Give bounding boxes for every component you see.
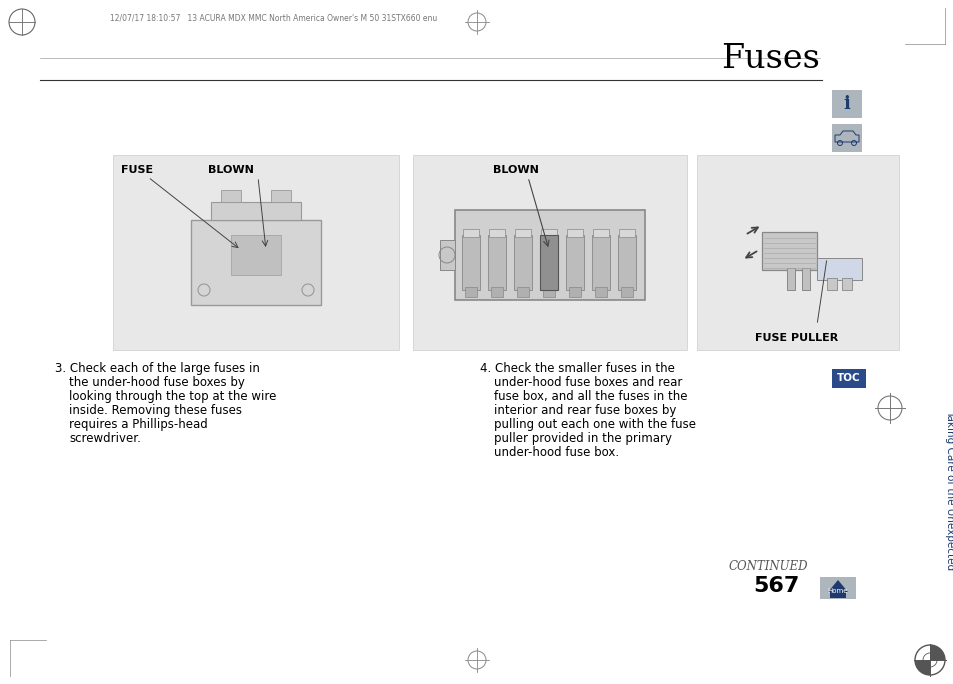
Bar — [542, 287, 555, 297]
Bar — [515, 229, 531, 237]
Bar — [595, 287, 606, 297]
Bar — [221, 190, 241, 202]
Text: FUSE PULLER: FUSE PULLER — [755, 333, 838, 343]
Bar — [539, 235, 558, 290]
Text: under-hood fuse boxes and rear: under-hood fuse boxes and rear — [494, 376, 681, 389]
Bar — [565, 235, 583, 290]
Text: screwdriver.: screwdriver. — [69, 432, 141, 445]
Bar — [568, 287, 580, 297]
Text: interior and rear fuse boxes by: interior and rear fuse boxes by — [494, 404, 676, 417]
Text: Home: Home — [827, 588, 847, 594]
Text: requires a Phillips-head: requires a Phillips-head — [69, 418, 208, 431]
Text: Fuses: Fuses — [720, 43, 820, 75]
Bar — [831, 124, 862, 152]
Bar — [820, 577, 855, 599]
Text: inside. Removing these fuses: inside. Removing these fuses — [69, 404, 242, 417]
Text: 4. Check the smaller fuses in the: 4. Check the smaller fuses in the — [479, 362, 674, 375]
Text: BLOWN: BLOWN — [208, 165, 253, 175]
Bar — [697, 155, 898, 350]
Bar — [514, 235, 532, 290]
Bar — [464, 287, 476, 297]
Bar — [231, 235, 281, 275]
Bar — [620, 287, 633, 297]
Bar — [439, 240, 455, 270]
Bar — [462, 229, 478, 237]
Bar — [461, 235, 479, 290]
Text: CONTINUED: CONTINUED — [728, 560, 807, 573]
Text: TOC: TOC — [837, 373, 860, 383]
Text: Taking Care of the Unexpected: Taking Care of the Unexpected — [944, 410, 953, 570]
Bar — [618, 235, 636, 290]
Text: BLOWN: BLOWN — [493, 165, 538, 175]
Bar — [489, 229, 504, 237]
Bar — [455, 210, 644, 300]
Bar — [517, 287, 529, 297]
Bar — [112, 155, 398, 350]
Bar — [816, 258, 862, 280]
Text: puller provided in the primary: puller provided in the primary — [494, 432, 671, 445]
Bar — [488, 235, 505, 290]
Bar — [539, 235, 558, 290]
Bar — [831, 90, 862, 118]
Bar — [841, 278, 851, 290]
Text: i: i — [842, 95, 849, 113]
Bar — [761, 232, 816, 270]
Bar — [786, 268, 794, 290]
Bar — [801, 268, 809, 290]
Bar — [592, 235, 609, 290]
Text: pulling out each one with the fuse: pulling out each one with the fuse — [494, 418, 696, 431]
Text: 3. Check each of the large fuses in: 3. Check each of the large fuses in — [55, 362, 259, 375]
Text: looking through the top at the wire: looking through the top at the wire — [69, 390, 276, 403]
Wedge shape — [929, 645, 944, 660]
Text: fuse box, and all the fuses in the: fuse box, and all the fuses in the — [494, 390, 687, 403]
Bar — [831, 369, 865, 388]
Text: 567: 567 — [753, 576, 800, 596]
Text: FUSE: FUSE — [121, 165, 153, 175]
Bar — [593, 229, 608, 237]
Text: the under-hood fuse boxes by: the under-hood fuse boxes by — [69, 376, 245, 389]
Text: under-hood fuse box.: under-hood fuse box. — [494, 446, 618, 459]
Bar — [191, 220, 320, 305]
Bar — [271, 190, 291, 202]
Bar — [211, 202, 301, 220]
Polygon shape — [827, 580, 847, 598]
Bar — [826, 278, 836, 290]
Text: 12/07/17 18:10:57   13 ACURA MDX MMC North America Owner's M 50 31STX660 enu: 12/07/17 18:10:57 13 ACURA MDX MMC North… — [110, 14, 436, 23]
Wedge shape — [914, 660, 929, 675]
Bar — [540, 229, 557, 237]
Bar — [491, 287, 502, 297]
Bar — [618, 229, 635, 237]
Bar — [413, 155, 686, 350]
Bar — [566, 229, 582, 237]
